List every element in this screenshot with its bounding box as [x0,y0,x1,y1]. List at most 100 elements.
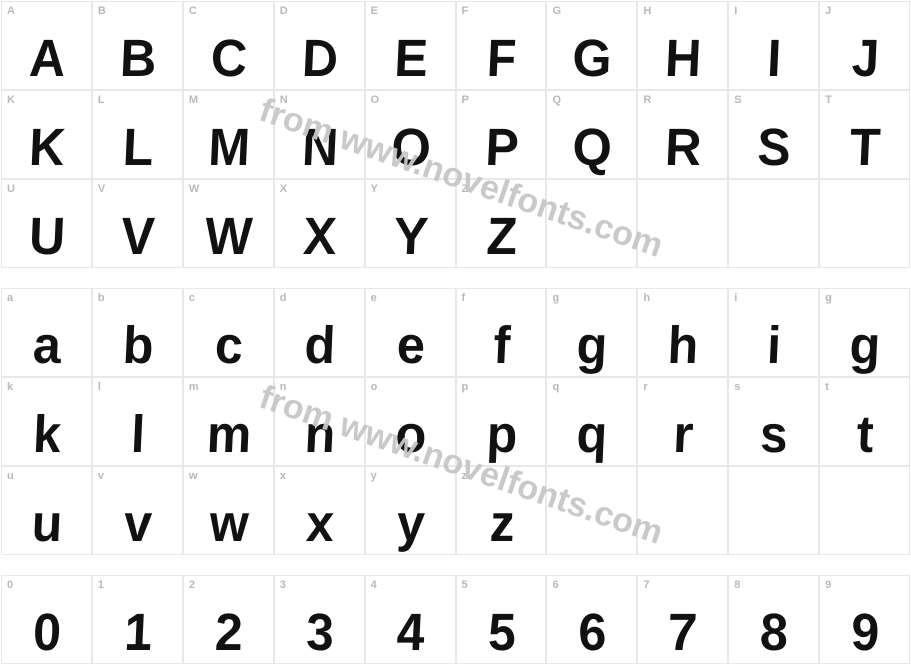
cell-label: 6 [552,579,559,591]
cell-label: N [280,94,288,106]
cell-glyph: q [544,408,640,461]
cell-glyph: d [271,319,367,372]
cell-label: e [371,292,378,304]
glyph-cell: ff [456,288,547,377]
cell-label: T [825,94,832,106]
cell-label: q [552,381,559,393]
glyph-cell: JJ [819,1,910,90]
cell-glyph: 2 [180,606,276,659]
grid-block-1: aabbccddeeffgghhiiggkkllmmnnooppqqrrsstt… [1,288,910,555]
glyph-cell: ZZ [456,179,547,268]
cell-glyph: u [0,497,95,550]
cell-label: R [643,94,651,106]
cell-label: k [7,381,14,393]
cell-glyph: U [0,210,95,263]
cell-glyph: g [816,319,911,372]
glyph-cell: BB [92,1,183,90]
cell-label: 7 [643,579,650,591]
cell-label: X [280,183,288,195]
cell-label: r [643,381,648,393]
cell-glyph: E [362,32,458,85]
cell-glyph: L [89,121,185,174]
cell-glyph: J [816,32,911,85]
cell-glyph: K [0,121,95,174]
cell-label: M [189,94,199,106]
grid-row: aabbccddeeffgghhiigg [1,288,910,377]
cell-glyph: 6 [544,606,640,659]
glyph-cell: 55 [456,575,547,664]
glyph-cell: gg [546,288,637,377]
cell-glyph: n [271,408,367,461]
glyph-cell: 22 [183,575,274,664]
cell-label: E [371,5,379,17]
cell-glyph: y [362,497,458,550]
cell-label: h [643,292,650,304]
cell-glyph: 1 [89,606,185,659]
cell-label: 9 [825,579,832,591]
cell-glyph: Z [453,210,549,263]
cell-label: y [371,470,378,482]
cell-label: 1 [98,579,105,591]
grid-row: 00112233445566778899 [1,575,910,664]
cell-label: 8 [734,579,741,591]
glyph-cell: dd [274,288,365,377]
cell-glyph: 5 [453,606,549,659]
cell-label: J [825,5,832,17]
grid-row: UUVVWWXXYYZZ [1,179,910,268]
glyph-cell: UU [1,179,92,268]
cell-glyph: o [362,408,458,461]
glyph-cell: 33 [274,575,365,664]
cell-label: B [98,5,106,17]
glyph-cell: 88 [728,575,819,664]
cell-label: C [189,5,197,17]
cell-label: c [189,292,196,304]
glyph-cell: 99 [819,575,910,664]
cell-label: f [462,292,466,304]
glyph-cell: RR [637,90,728,179]
cell-label: O [371,94,380,106]
cell-label: v [98,470,105,482]
cell-glyph: f [453,319,549,372]
glyph-cell: KK [1,90,92,179]
cell-label: F [462,5,469,17]
glyph-cell: ww [183,466,274,555]
grid-row: KKLLMMNNOOPPQQRRSSTT [1,90,910,179]
cell-label: K [7,94,15,106]
cell-label: S [734,94,742,106]
cell-label: b [98,292,105,304]
glyph-cell: ee [365,288,456,377]
empty-cell [819,466,910,555]
glyph-cell: DD [274,1,365,90]
cell-glyph: 7 [635,606,731,659]
glyph-cell: ii [728,288,819,377]
cell-glyph: z [453,497,549,550]
cell-label: o [371,381,378,393]
cell-glyph: M [180,121,276,174]
cell-glyph: b [89,319,185,372]
glyph-cell: OO [365,90,456,179]
grid-block-2: 00112233445566778899 [1,575,910,664]
glyph-cell: 44 [365,575,456,664]
cell-label: G [552,5,561,17]
glyph-cell: 00 [1,575,92,664]
cell-label: g [825,292,832,304]
glyph-cell: 66 [546,575,637,664]
glyph-cell: 11 [92,575,183,664]
glyph-cell: AA [1,1,92,90]
cell-glyph: Y [362,210,458,263]
cell-glyph: i [726,319,822,372]
glyph-cell: GG [546,1,637,90]
cell-glyph: w [180,497,276,550]
cell-glyph: T [816,121,911,174]
grid-row: AABBCCDDEEFFGGHHIIJJ [1,1,910,90]
glyph-cell: ss [728,377,819,466]
cell-glyph: Q [544,121,640,174]
cell-glyph: r [635,408,731,461]
cell-glyph: I [726,32,822,85]
glyph-cell: QQ [546,90,637,179]
glyph-cell: bb [92,288,183,377]
cell-glyph: P [453,121,549,174]
cell-label: Q [552,94,561,106]
cell-glyph: A [0,32,95,85]
cell-label: D [280,5,288,17]
